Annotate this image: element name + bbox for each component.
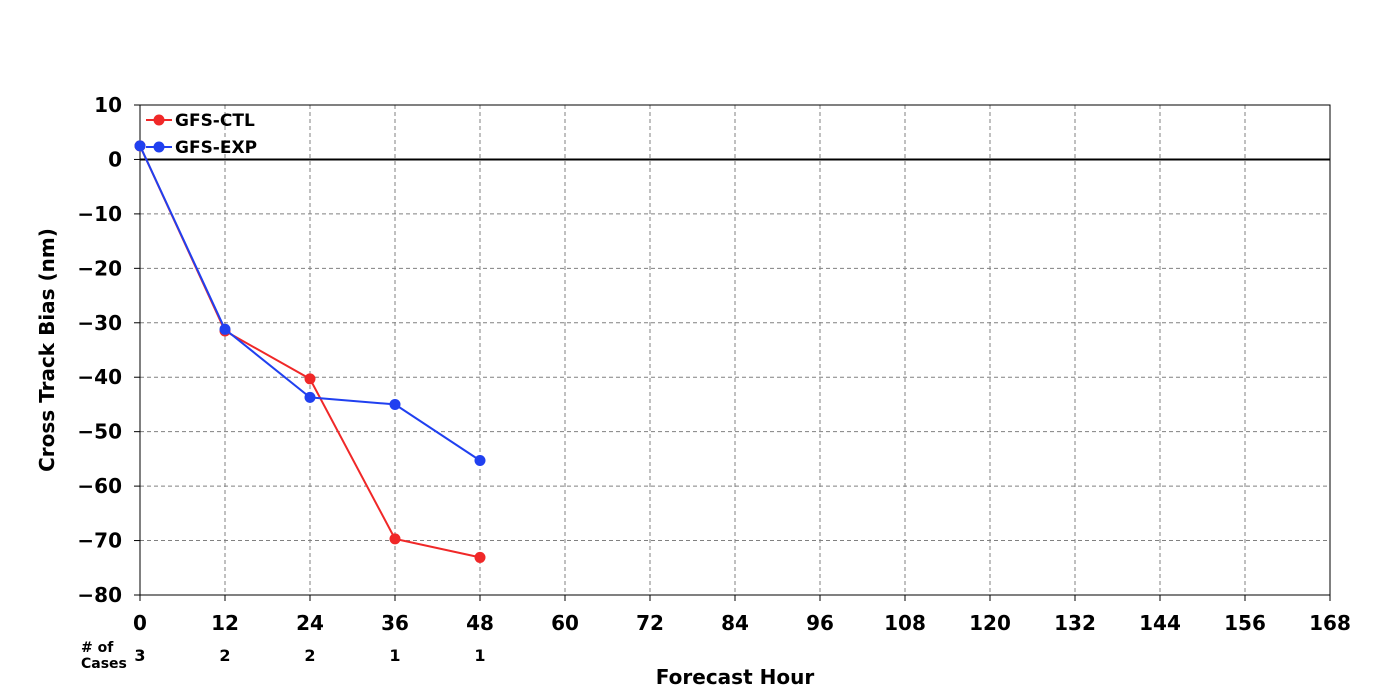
cases-label: Cases	[81, 656, 127, 672]
series-layer	[134, 140, 486, 563]
legend: GFS-CTL GFS-EXP	[146, 111, 257, 158]
y-axis-title: Cross Track Bias (nm)	[35, 228, 59, 472]
y-tick-label: −20	[77, 256, 122, 280]
x-axis-title: Forecast Hour	[656, 665, 815, 689]
x-tick-label: 120	[969, 611, 1011, 635]
data-point	[389, 398, 401, 410]
x-tick-label: 36	[381, 611, 409, 635]
x-tick-label: 24	[296, 611, 324, 635]
data-point	[474, 551, 486, 563]
x-tick-label: 48	[466, 611, 494, 635]
y-tick-label: 10	[94, 93, 122, 117]
legend-marker	[153, 141, 165, 153]
cases-value: 3	[134, 646, 145, 665]
x-tick-label: 72	[636, 611, 664, 635]
data-point	[219, 323, 231, 335]
y-tick-label: −50	[77, 420, 122, 444]
y-tick-label: −80	[77, 583, 122, 607]
series-gfs-exp	[134, 140, 486, 467]
data-point	[474, 455, 486, 467]
legend-marker	[153, 114, 165, 126]
x-tick-label: 108	[884, 611, 926, 635]
cases-value: 1	[474, 646, 485, 665]
y-tick-label: −70	[77, 529, 122, 553]
x-tick-label: 0	[133, 611, 147, 635]
ticks-layer: 0 12 24 36 48 60 72 84 96 108 120 132 144 156 168 10 0 −1…	[77, 93, 1350, 635]
grid-layer	[140, 105, 1330, 595]
cases-value: 1	[389, 646, 400, 665]
y-tick-label: −60	[77, 474, 122, 498]
cases-value: 2	[304, 646, 315, 665]
y-tick-label: −10	[77, 202, 122, 226]
y-tick-label: 0	[108, 147, 122, 171]
data-point	[134, 140, 146, 152]
data-point	[389, 533, 401, 545]
y-tick-label: −30	[77, 311, 122, 335]
x-tick-label: 132	[1054, 611, 1096, 635]
x-tick-label: 60	[551, 611, 579, 635]
x-tick-label: 144	[1139, 611, 1181, 635]
y-tick-label: −40	[77, 365, 122, 389]
x-tick-label: 84	[721, 611, 749, 635]
cases-label: # of	[81, 640, 114, 656]
cases-row: # of Cases 3 2 2 1 1	[81, 640, 486, 672]
x-tick-label: 156	[1224, 611, 1266, 635]
x-tick-label: 96	[806, 611, 834, 635]
legend-label: GFS-CTL	[175, 111, 255, 131]
legend-label: GFS-EXP	[175, 138, 257, 158]
cases-value: 2	[219, 646, 230, 665]
x-tick-label: 168	[1309, 611, 1351, 635]
data-point	[304, 373, 316, 385]
x-tick-label: 12	[211, 611, 239, 635]
data-point	[304, 391, 316, 403]
